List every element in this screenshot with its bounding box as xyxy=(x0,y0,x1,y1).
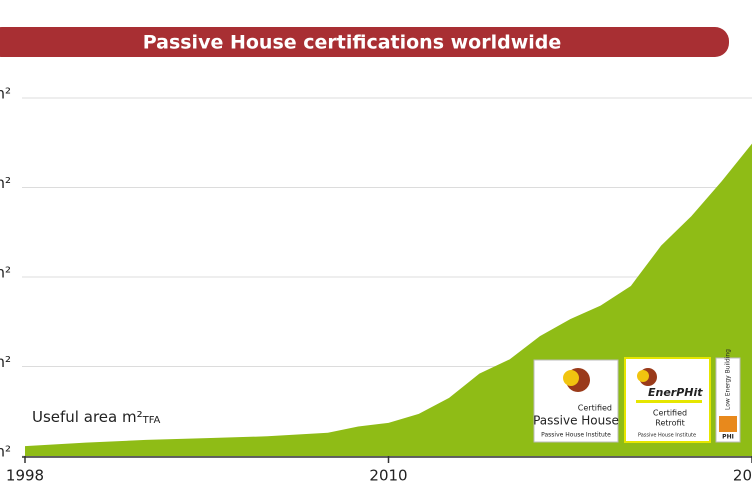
annotation-sub: TFA xyxy=(142,415,161,426)
badge-text: EnerPHit xyxy=(648,386,703,399)
badge-text: Passive House xyxy=(533,414,619,428)
badge-text: Passive House Institute xyxy=(541,432,611,439)
annotation-text: Useful area m² xyxy=(32,408,143,426)
y-tick-label: m² xyxy=(0,264,11,282)
x-tick-label: 1998 xyxy=(6,467,44,485)
badge-text: Passive House Institute xyxy=(638,433,696,439)
badge-band xyxy=(636,400,702,403)
y-tick-label: m² xyxy=(0,85,11,103)
badge-text: PHI xyxy=(722,434,734,441)
badge-text: Low Energy Building xyxy=(725,349,732,410)
y-tick-label: m² xyxy=(0,353,11,371)
badge-band xyxy=(719,416,737,432)
x-tick-label: 2010 xyxy=(369,467,407,485)
x-tick-label: 2022 xyxy=(733,467,752,485)
annotation: Useful area m²TFA xyxy=(32,408,161,427)
badge-logo xyxy=(563,370,579,386)
badge-text: Certified xyxy=(653,409,687,418)
badge-text: Certified xyxy=(578,404,612,413)
badge-text: Retrofit xyxy=(655,419,684,428)
badge-logo xyxy=(637,370,649,382)
y-tick-label: m² xyxy=(0,443,11,461)
y-tick-label: m² xyxy=(0,174,11,192)
title-banner xyxy=(0,27,729,57)
chart-title: Passive House certifications worldwide xyxy=(143,32,562,54)
